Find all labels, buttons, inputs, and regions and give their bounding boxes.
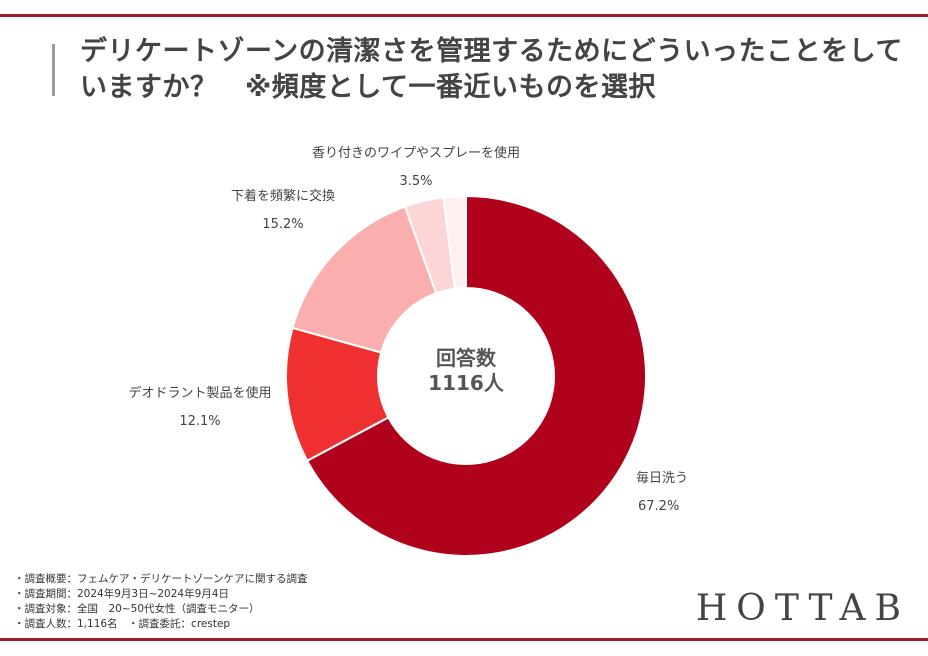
donut-slice bbox=[305, 194, 647, 557]
slice-value-label: 67.2% bbox=[638, 499, 679, 514]
top-rule bbox=[0, 14, 928, 17]
slice-value-label: 12.1% bbox=[179, 414, 220, 429]
center-label: 回答数 bbox=[436, 346, 497, 370]
donut-slice bbox=[291, 205, 438, 354]
donut-slice bbox=[442, 194, 467, 290]
slice-label: デオドラント製品を使用 bbox=[128, 385, 271, 401]
slice-label: 毎日洗う bbox=[636, 470, 688, 486]
slice-label: 香り付きのワイプやスプレーを使用 bbox=[312, 145, 520, 161]
footer-line: ・調査概要：フェムケア・デリケートゾーンケアに関する調査 bbox=[14, 573, 308, 585]
title-accent-bar bbox=[52, 44, 55, 96]
chart-title: デリケートゾーンの清潔さを管理するためにどういったことをしていますか？ ※頻度と… bbox=[80, 36, 903, 103]
survey-footer: ・調査概要：フェムケア・デリケートゾーンケアに関する調査 ・調査期間：2024年… bbox=[14, 572, 307, 632]
footer-line: ・調査人数：1,116名 ・調査委託：crestep bbox=[14, 618, 231, 630]
labels-group: 毎日洗う 67.2% デオドラント製品を使用 12.1% 下着を頻繁に交換 15.2% 香り… bbox=[128, 145, 688, 514]
footer-line: ・調査対象：全国 20~50代女性（調査モニター） bbox=[14, 603, 260, 615]
brand-logo: HOTTAB bbox=[695, 588, 910, 629]
slice-value-label: 15.2% bbox=[262, 217, 303, 232]
bottom-rule bbox=[0, 638, 928, 641]
footer-line: ・調査期間：2024年9月3日~2024年9月4日 bbox=[14, 588, 229, 600]
slices-group bbox=[285, 194, 647, 557]
slice-label: 下着を頻繁に交換 bbox=[231, 188, 335, 204]
slice-value-label: 3.5% bbox=[399, 174, 432, 189]
center-value: 1116人 bbox=[428, 371, 505, 395]
